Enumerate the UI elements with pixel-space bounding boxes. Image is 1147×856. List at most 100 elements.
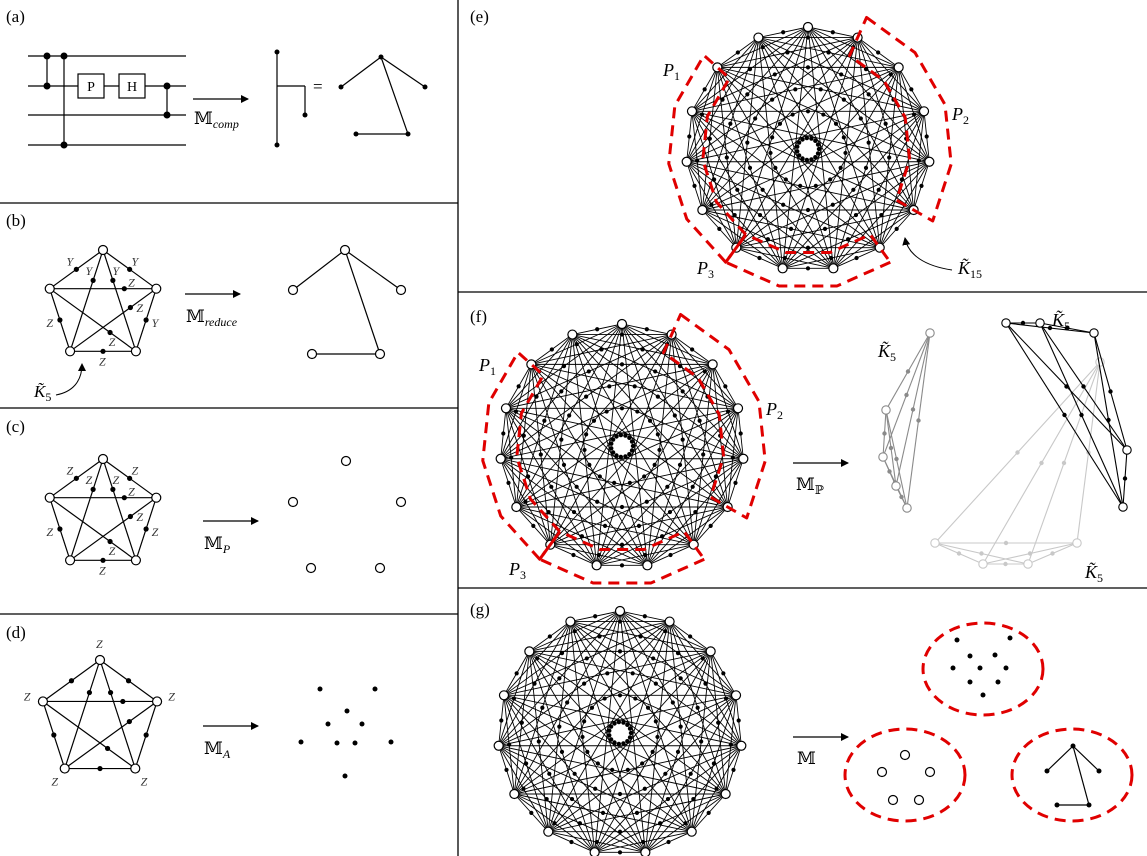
edge-qubit-dot (143, 732, 149, 738)
edge-qubit-dot (625, 738, 630, 744)
edge-qubit-dot (619, 504, 625, 510)
edge-qubit-dot (526, 474, 531, 479)
result-dot (1054, 802, 1060, 808)
edge-qubit-dot (866, 92, 871, 97)
graph-vertex (565, 616, 576, 627)
edge-qubit-dot (894, 226, 899, 231)
edge-qubit-dot (690, 484, 695, 489)
edge-qubit-dot (760, 187, 765, 192)
edge-qubit-dot (781, 202, 786, 207)
graph-vertex (97, 453, 109, 465)
edge-qubit-dot (642, 614, 647, 619)
graph-vertex (151, 283, 162, 294)
edge-qubit-dot (627, 451, 632, 457)
edge-qubit-dot (630, 443, 636, 449)
edge-qubit-dot (51, 732, 57, 738)
edge-qubit-dot (513, 409, 519, 414)
graph-vertex (686, 826, 697, 837)
edge-qubit-dot (599, 347, 604, 352)
edge-qubit-dot (608, 737, 614, 742)
edge-qubit-dot (653, 681, 658, 686)
gate-h-label: H (127, 80, 137, 95)
graph-label-f-2: K̃5 (1051, 310, 1070, 333)
edge-qubit-dot (595, 499, 600, 504)
edge-qubit-dot (728, 121, 733, 126)
graph-vertex (616, 318, 628, 330)
result-dot (995, 679, 1001, 685)
partition-p2 (662, 312, 767, 520)
edge-qubit-dot (883, 121, 888, 126)
edge-qubit-dot (531, 523, 536, 528)
graph-label-f-3: K̃5 (1084, 562, 1103, 585)
edge-qubit-dot (593, 614, 598, 619)
edge-qubit-dot (788, 226, 794, 231)
edge-qubit-dot (805, 109, 811, 114)
edge-qubit-dot (1050, 551, 1055, 556)
edge-qubit-dot (833, 121, 839, 126)
edge-qubit-dot (813, 183, 818, 188)
edge-qubit-dot (796, 153, 802, 158)
edge-qubit-dot (1064, 325, 1070, 331)
edge-qubit-dot (795, 149, 800, 154)
edge-qubit-dot (708, 523, 713, 528)
edge-qubit-dot (745, 92, 750, 97)
edge-qubit-dot (618, 454, 624, 460)
graph-edge (49, 288, 137, 352)
panel-d: (d) Z Z Z Z Z 𝕄A (6, 623, 394, 788)
panel-label-d: (d) (6, 623, 26, 642)
graph-vertex (893, 62, 904, 73)
edge-qubit-dot (1079, 412, 1084, 418)
result-vertex (899, 749, 911, 761)
edge-qubit-dot (577, 821, 582, 826)
graph-vertex (44, 492, 55, 503)
edge-qubit-dot (665, 484, 670, 489)
edge-qubit-dot (584, 432, 589, 437)
edge-qubit-dot (557, 724, 562, 729)
edge-qubit-dot (57, 526, 63, 532)
edge-qubit-dot (728, 742, 733, 747)
edge-qubit-dot (635, 409, 640, 414)
edge-qubit-dot (542, 418, 547, 423)
map-b: 𝕄reduce (186, 307, 238, 329)
edge-qubit-dot (73, 266, 79, 272)
partition-p2 (848, 15, 953, 223)
edge-qubit-dot (800, 156, 805, 161)
edge-qubit-dot (619, 406, 625, 411)
edge-qubit-dot (634, 810, 640, 815)
graph-vertex (1118, 502, 1128, 512)
edge-qubit-dot (511, 696, 517, 701)
edge-qubit-dot (813, 154, 818, 160)
panel-f: (f) P1 P2 P3 𝕄ℙ K̃5 K̃5 K̃5 (470, 307, 1132, 585)
edge-qubit-dot (793, 87, 798, 92)
edge-qubit-dot (853, 212, 859, 218)
graph-vertex (591, 560, 602, 571)
result-dot (1007, 635, 1013, 641)
edge-qubit-dot (1003, 561, 1008, 567)
edge-qubit-dot (699, 112, 705, 117)
edge-qubit-dot (816, 146, 822, 152)
k15-graph-e (681, 21, 935, 274)
graph-vertex (1072, 538, 1082, 548)
panel-g: (g) 𝕄 (470, 600, 1134, 856)
edge-label: Z (128, 484, 135, 498)
k5-graph-d: Z Z Z Z Z (24, 637, 176, 788)
result-edge (1072, 745, 1100, 772)
graph-edge (102, 249, 137, 352)
edge-qubit-dot (582, 719, 587, 724)
edge-qubit-dot (712, 177, 717, 182)
edge-qubit-dot (830, 30, 835, 35)
panel-e: (e) P1 P2 P3 K̃15 (470, 7, 982, 288)
edge-qubit-dot (956, 551, 962, 556)
partition-outlines-e (667, 15, 953, 288)
edge-qubit-dot (688, 771, 693, 776)
edge-qubit-dot (1020, 320, 1026, 326)
edge-qubit-dot (627, 735, 633, 740)
edge-qubit-dot (594, 839, 599, 845)
edge-label: Y (152, 316, 160, 330)
graph-edge (102, 458, 137, 561)
result-dot (980, 692, 986, 698)
edge-qubit-dot (695, 158, 700, 163)
edge-qubit-dot (602, 523, 608, 528)
edge-qubit-dot (121, 286, 127, 292)
edge-qubit-dot (713, 474, 718, 479)
